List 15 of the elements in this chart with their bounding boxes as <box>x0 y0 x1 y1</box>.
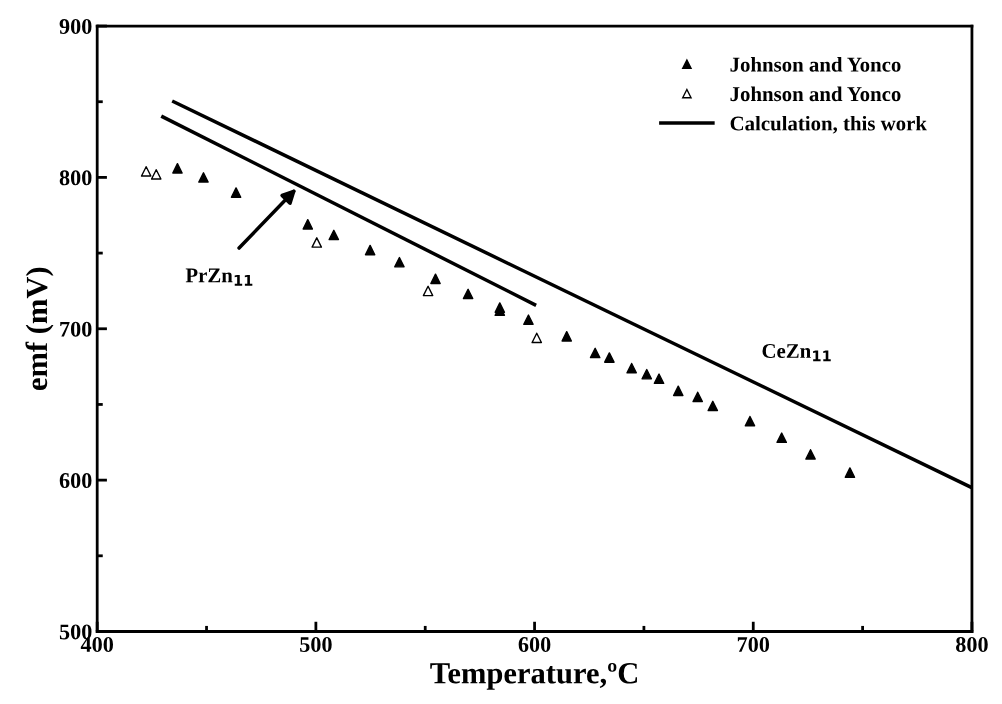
x-tick-label: 700 <box>737 636 770 652</box>
x-tick-label: 800 <box>956 636 988 652</box>
x-axis-title: Temperature,ºC <box>430 662 638 690</box>
annotation: PrZn$_{11}$ <box>185 268 253 286</box>
y-axis-title: emf (mV) <box>25 267 54 391</box>
y-tick-label: 900 <box>59 18 92 34</box>
annotation: CeZn$_{11}$ <box>762 344 831 362</box>
y-tick-label: 700 <box>60 321 92 337</box>
y-tick-label: 800 <box>59 170 92 186</box>
legend-label: Johnson and Yonco <box>730 86 901 102</box>
y-tick-label: 600 <box>59 473 92 489</box>
legend-label: Calculation, this work <box>730 115 927 134</box>
x-tick-label: 600 <box>518 636 551 652</box>
legend-label: Johnson and Yonco <box>730 57 901 72</box>
x-tick-label: 500 <box>300 636 332 652</box>
